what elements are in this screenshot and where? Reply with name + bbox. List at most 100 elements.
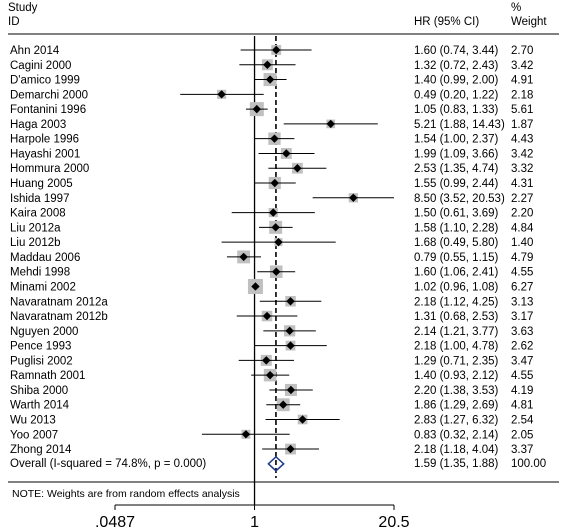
study-row: Maddau 2006 0.79 (0.55, 1.15) 4.79 [10,250,533,264]
study-label: Wu 2013 [10,415,56,427]
overall-hr-text: 1.59 (1.35, 1.88) [414,458,499,470]
header-hr: HR (95% CI) [414,16,479,28]
study-label: Liu 2012b [10,237,61,249]
study-row: Hommura 2000 2.53 (1.35, 4.74) 3.32 [10,162,533,175]
weight-text: 4.31 [511,178,533,190]
weight-text: 2.05 [511,429,533,441]
weights-note: NOTE: Weights are from random effects an… [12,488,240,500]
hr-ci-text: 2.18 (1.12, 4.25) [414,296,499,308]
point-estimate [278,400,288,409]
hr-ci-text: 5.21 (1.88, 14.43) [414,119,505,131]
overall-label: Overall (I-squared = 74.8%, p = 0.000) [10,458,206,470]
point-estimate [286,444,295,454]
weight-text: 3.63 [511,326,533,338]
study-label: Liu 2012a [10,222,61,234]
weight-text: 1.40 [511,237,533,249]
study-label: Cagini 2000 [10,60,71,72]
hr-ci-text: 1.40 (0.93, 2.12) [414,370,499,382]
weight-text: 4.19 [511,385,533,397]
hr-ci-text: 1.60 (0.74, 3.44) [414,45,499,57]
point-estimate [251,282,260,291]
study-row: Ahn 2014 1.60 (0.74, 3.44) 2.70 [10,45,533,57]
weight-text: 3.32 [511,163,533,175]
weight-text: 1.87 [511,119,533,131]
hr-ci-text: 1.55 (0.99, 2.44) [414,178,499,190]
study-row: Shiba 2000 2.20 (1.38, 3.53) 4.19 [10,383,533,397]
study-label: Pence 1993 [10,341,71,353]
study-label: Huang 2005 [10,178,73,190]
weight-text: 4.55 [511,370,533,382]
study-row: Mehdi 1998 1.60 (1.06, 2.41) 4.55 [10,265,533,279]
study-row: Nguyen 2000 2.14 (1.21, 3.77) 3.63 [10,325,533,338]
header-id: ID [8,16,20,28]
study-row: Navaratnam 2012a 2.18 (1.12, 4.25) 3.13 [10,296,533,308]
point-estimate [272,45,281,55]
point-estimate [298,415,307,424]
study-rows: Ahn 2014 1.60 (0.74, 3.44) 2.70 Cagini 2000… [10,45,534,456]
hr-ci-text: 1.99 (1.09, 3.66) [414,148,499,160]
study-label: Navaratnam 2012b [10,311,108,323]
point-estimate [326,119,335,129]
point-estimate [269,208,278,217]
point-estimate [274,237,283,247]
hr-ci-text: 1.31 (0.68, 2.53) [414,311,499,323]
weight-text: 3.17 [511,311,533,323]
study-row: Warth 2014 1.86 (1.29, 2.69) 4.81 [10,398,533,412]
overall-weight: 100.00 [511,458,546,470]
point-estimate [252,104,261,114]
study-label: Hayashi 2001 [10,148,80,160]
hr-ci-text: 1.68 (0.49, 5.80) [414,237,499,249]
weight-text: 4.43 [511,134,533,146]
study-label: Ramnath 2001 [10,370,85,382]
weight-text: 4.55 [511,267,533,279]
hr-ci-text: 1.86 (1.29, 2.69) [414,400,499,412]
weight-text: 2.54 [511,415,534,427]
hr-ci-text: 2.83 (1.27, 6.32) [414,415,499,427]
point-estimate [262,356,271,365]
study-row: Minami 2002 1.02 (0.96, 1.08) 6.27 [10,278,533,294]
study-label: Yoo 2007 [10,429,58,441]
study-label: Warth 2014 [10,400,70,412]
study-row: D'amico 1999 1.40 (0.99, 2.00) 4.91 [10,73,533,87]
x-tick-label: 1 [250,514,259,529]
weight-text: 5.61 [511,104,533,116]
point-estimate [286,341,295,350]
point-estimate [286,297,295,306]
study-label: Ahn 2014 [10,45,60,57]
study-label: Fontanini 1996 [10,104,86,116]
header-percent: % [511,2,521,14]
study-label: Kaira 2008 [10,208,66,220]
point-estimate [262,311,272,321]
study-label: Ishida 1997 [10,193,69,205]
point-estimate [293,164,302,173]
study-row: Pence 1993 2.18 (1.00, 4.78) 2.62 [10,341,533,353]
point-estimate [272,267,281,276]
study-label: Navaratnam 2012a [10,296,108,308]
point-estimate [265,75,275,84]
study-label: Harpole 1996 [10,134,79,146]
study-row: Harpole 1996 1.54 (1.00, 2.37) 4.43 [10,132,533,146]
study-row: Liu 2012a 1.58 (1.10, 2.28) 4.84 [10,220,534,234]
hr-ci-text: 2.20 (1.38, 3.53) [414,385,499,397]
study-row: Ishida 1997 8.50 (3.52, 20.53) 2.27 [10,193,533,205]
weight-text: 2.20 [511,208,533,220]
study-row: Liu 2012b 1.68 (0.49, 5.80) 1.40 [10,237,533,249]
point-estimate [270,134,279,143]
hr-ci-text: 1.54 (1.00, 2.37) [414,134,499,146]
weight-text: 4.81 [511,400,533,412]
point-estimate [239,252,248,262]
hr-ci-text: 1.32 (0.72, 2.43) [414,60,499,72]
point-estimate [285,326,294,336]
study-label: Puglisi 2002 [10,355,73,367]
point-estimate [241,430,251,439]
study-row: Cagini 2000 1.32 (0.72, 2.43) 3.42 [10,59,533,72]
point-estimate [271,223,280,232]
weight-text: 3.47 [511,355,533,367]
study-label: Nguyen 2000 [10,326,78,338]
hr-ci-text: 0.79 (0.55, 1.15) [414,252,499,264]
study-row: Hayashi 2001 1.99 (1.09, 3.66) 3.42 [10,148,533,160]
study-row: Huang 2005 1.55 (0.99, 2.44) 4.31 [10,176,533,190]
hr-ci-text: 1.60 (1.06, 2.41) [414,267,499,279]
study-label: Shiba 2000 [10,385,68,397]
